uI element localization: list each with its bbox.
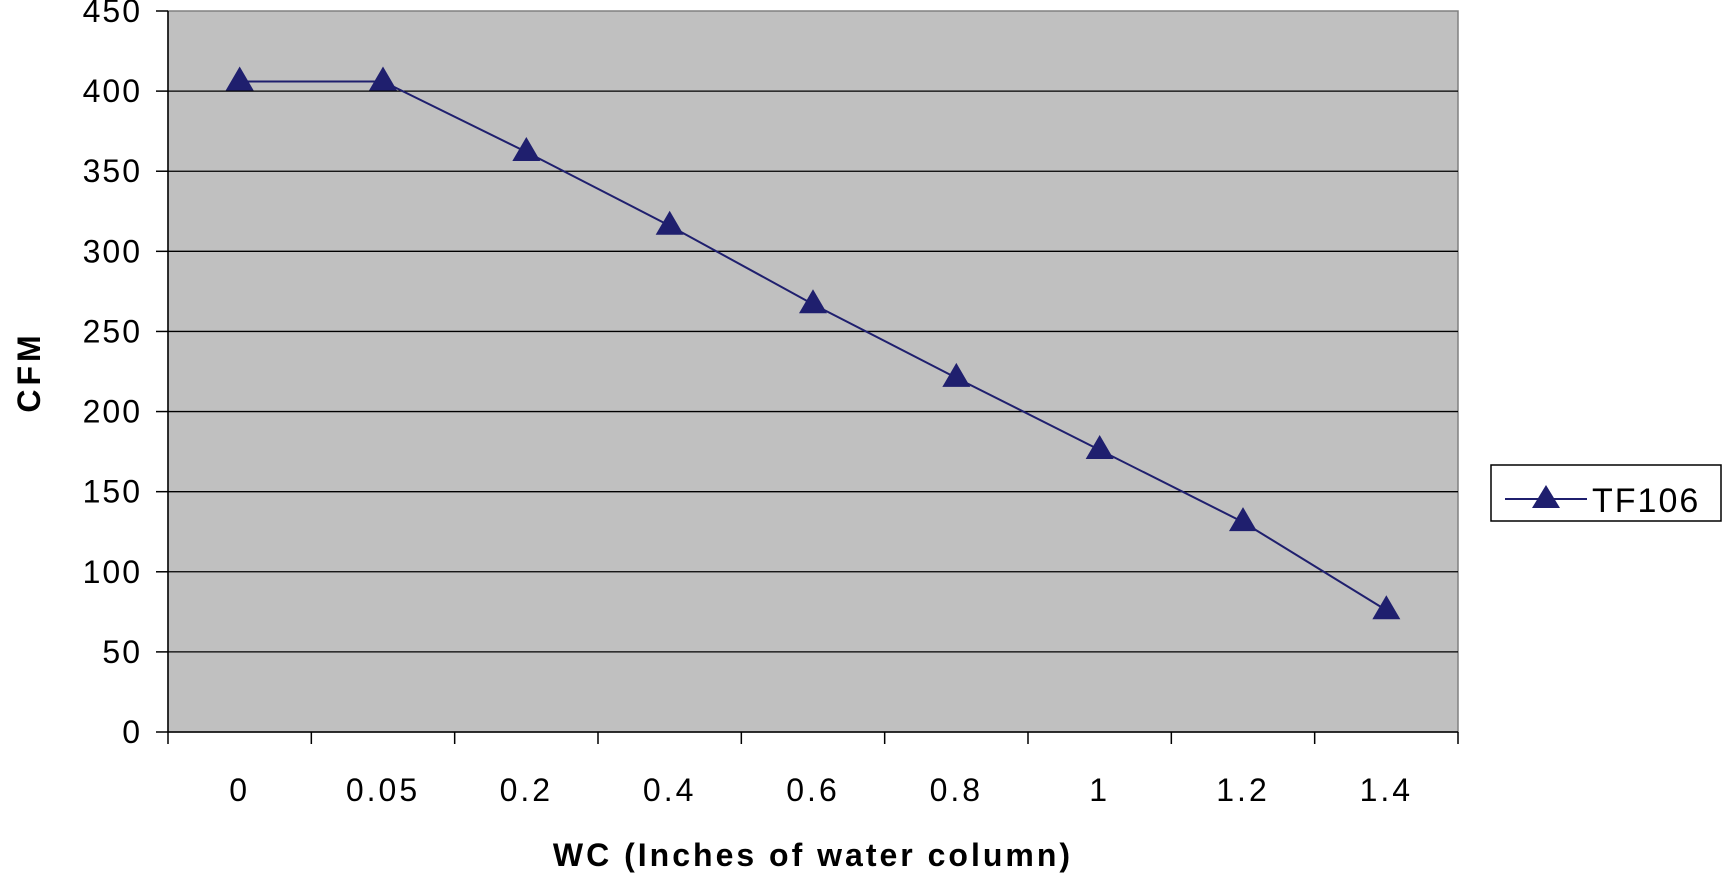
plot-area xyxy=(167,10,1459,733)
y-tick-label: 250 xyxy=(83,313,142,349)
y-tick-label: 350 xyxy=(83,153,142,189)
x-tick-label: 0.4 xyxy=(643,772,696,808)
x-tick-label: 1.4 xyxy=(1360,772,1413,808)
legend-box xyxy=(1490,464,1722,522)
axes xyxy=(156,10,1459,744)
y-tick-label: 0 xyxy=(122,714,142,750)
x-tick-label: 0.6 xyxy=(786,772,839,808)
legend-marker-triangle xyxy=(1532,485,1560,508)
y-tick-label: 450 xyxy=(83,0,142,29)
data-point-marker xyxy=(655,210,684,235)
data-point-marker xyxy=(1372,595,1401,620)
y-tick-label: 100 xyxy=(83,554,142,590)
legend: TF106 xyxy=(1490,464,1722,522)
x-tick-label: 0.2 xyxy=(500,772,553,808)
x-tick-label: 0 xyxy=(229,772,250,808)
data-point-marker xyxy=(225,66,254,91)
data-point-marker xyxy=(1229,507,1257,532)
gridlines xyxy=(168,90,1458,653)
x-tick-label: 1 xyxy=(1089,772,1110,808)
legend-label: TF106 xyxy=(1592,482,1700,520)
y-axis-title: CFM xyxy=(11,331,47,412)
x-tick-label: 1.2 xyxy=(1216,772,1269,808)
y-tick-label: 150 xyxy=(83,474,142,510)
data-point-marker xyxy=(369,66,397,91)
y-tick-label: 300 xyxy=(83,233,142,269)
series-layer xyxy=(225,66,1401,620)
x-axis-title: WC (Inches of water column) xyxy=(553,837,1073,873)
y-tick-label: 200 xyxy=(83,394,142,430)
y-tick-label: 400 xyxy=(83,73,142,109)
x-tick-labels: 0 0.05 0.2 0.4 0.6 0.8 1 1.2 1.4 xyxy=(229,772,1413,808)
x-tick-label: 0.05 xyxy=(346,772,420,808)
data-point-marker xyxy=(1085,435,1114,460)
x-tick-label: 0.8 xyxy=(930,772,983,808)
y-tick-labels: 0 50 100 150 200 250 300 350 400 450 xyxy=(83,0,142,750)
data-point-marker xyxy=(799,289,827,314)
data-point-marker xyxy=(942,362,971,387)
data-point-marker xyxy=(512,136,541,161)
y-tick-label: 50 xyxy=(102,634,142,670)
